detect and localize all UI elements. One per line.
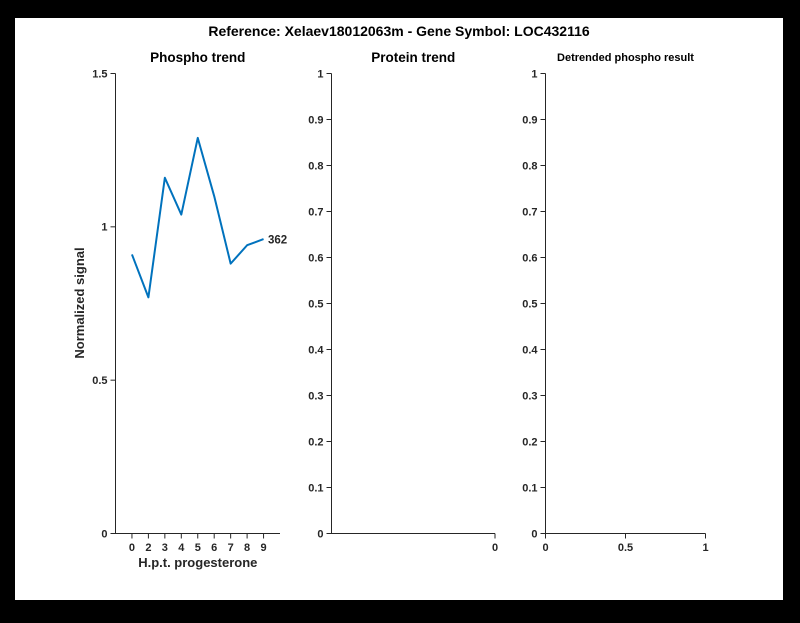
plot3-axes: 0 0.1 0.2 0.3 0.4 0.5 0.6 0.7 0.8 0.9 1 0 0.5 1	[522, 68, 708, 554]
x-tick-label: 3	[162, 542, 168, 554]
y-tick-label: 0.1	[308, 482, 323, 494]
y-tick-label: 0.5	[308, 298, 323, 310]
plot1-y-axis-label: Normalized signal	[72, 247, 87, 358]
x-tick-label: 2	[145, 542, 151, 554]
y-tick-label: 0.9	[308, 114, 323, 126]
x-tick-label: 8	[244, 542, 250, 554]
figure-title: Reference: Xelaev18012063m - Gene Symbol…	[208, 23, 590, 39]
y-tick-label: 0.7	[308, 206, 323, 218]
y-tick-label: 0.7	[522, 206, 537, 218]
y-tick-label: 0.4	[522, 344, 538, 356]
y-tick-label: 0.6	[308, 252, 323, 264]
figure-page	[15, 18, 783, 600]
y-tick-label: 0.1	[522, 482, 537, 494]
trend-line	[131, 136, 264, 299]
x-tick-label: 5	[195, 542, 201, 554]
plot2-axes: 0 0.1 0.2 0.3 0.4 0.5 0.6 0.7 0.8 0.9 1 0	[308, 68, 498, 554]
y-tick-label: 0.9	[522, 114, 537, 126]
y-tick-label: 0.2	[308, 436, 323, 448]
y-tick-label: 0	[101, 528, 107, 540]
x-tick-label: 9	[260, 542, 266, 554]
y-tick-label: 0.8	[522, 160, 537, 172]
x-tick-label: 7	[228, 542, 234, 554]
y-tick-label: 0	[531, 528, 537, 540]
y-tick-label: 1.5	[92, 68, 107, 80]
y-tick-label: 0.2	[522, 436, 537, 448]
plot1-axes: 00.511.50 2 3 4 5 6 7 8 9	[92, 68, 280, 554]
x-tick-label: 0.5	[618, 542, 633, 554]
plot1-x-axis-label: H.p.t. progesterone	[138, 555, 257, 570]
y-tick-label: 0.4	[308, 344, 324, 356]
y-tick-label: 1	[101, 222, 107, 234]
plot2-title: Protein trend	[371, 50, 455, 65]
x-tick-label: 0	[492, 542, 498, 554]
y-tick-label: 0	[317, 528, 323, 540]
y-tick-label: 0.5	[92, 375, 107, 387]
y-tick-label: 0.3	[522, 390, 537, 402]
plot1-series-end-label: 362	[268, 235, 287, 247]
x-tick-label: 0	[542, 542, 548, 554]
y-tick-label: 0.8	[308, 160, 323, 172]
x-tick-label: 0	[129, 542, 135, 554]
y-tick-label: 0.3	[308, 390, 323, 402]
y-tick-label: 1	[531, 68, 537, 80]
y-tick-label: 0.6	[522, 252, 537, 264]
y-tick-label: 0.5	[522, 298, 537, 310]
y-tick-label: 1	[317, 68, 323, 80]
x-tick-label: 6	[211, 542, 217, 554]
x-tick-label: 1	[702, 542, 708, 554]
plot1-title: Phospho trend	[150, 50, 245, 65]
x-tick-label: 4	[178, 542, 185, 554]
plot3-title: Detrended phospho result	[557, 52, 694, 64]
